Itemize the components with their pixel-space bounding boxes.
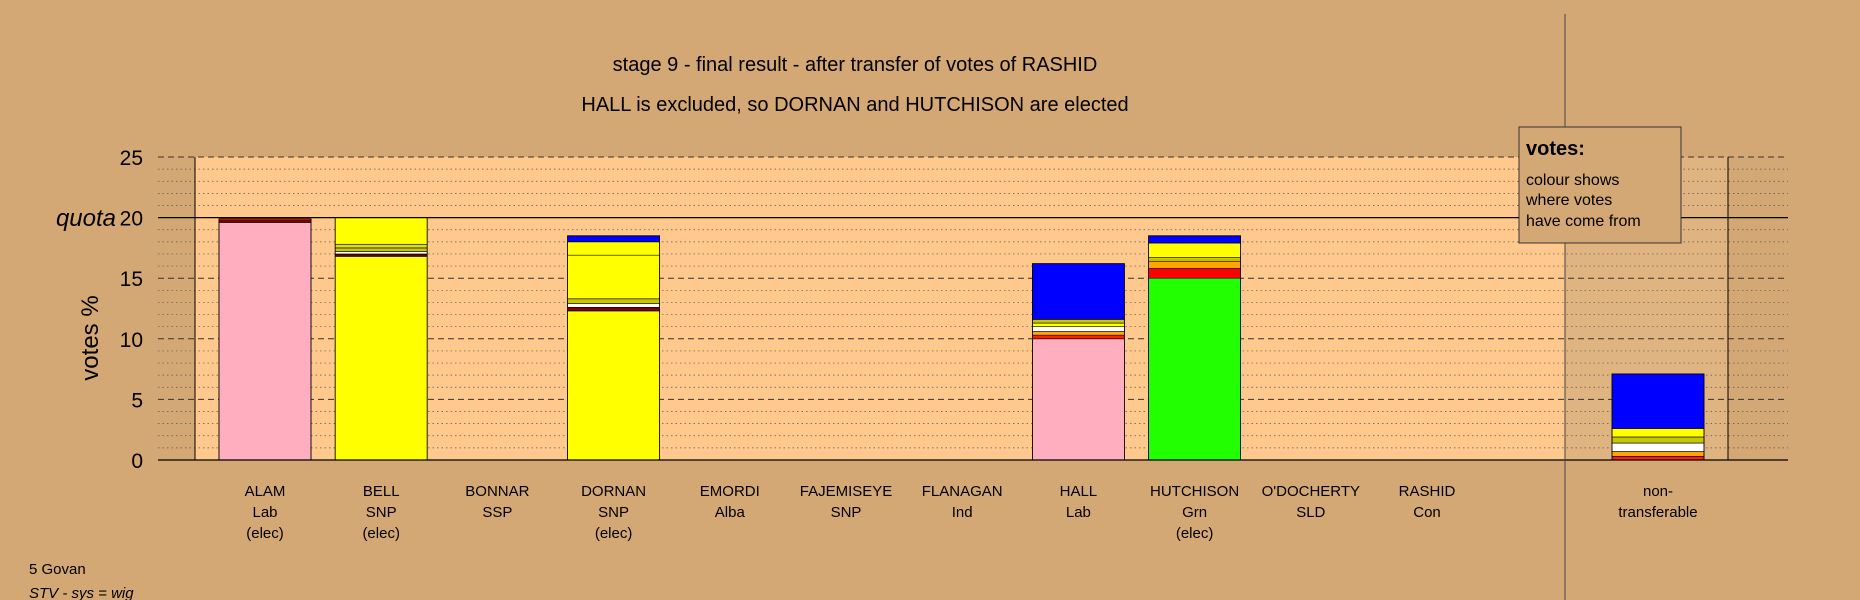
legend-box: [1518, 126, 1682, 244]
bar-bell-segment-1: [334, 253, 428, 257]
bar-hutchison-segment-0: [1148, 277, 1241, 461]
candidate-name-o-docherty: O'DOCHERTY: [1262, 483, 1360, 500]
legend-line-3: have come from: [1526, 213, 1641, 230]
bar-bell-segment-0: [334, 256, 428, 461]
candidate-party-rashid: Con: [1413, 504, 1441, 521]
candidate-party-o-docherty: SLD: [1296, 504, 1325, 521]
candidate-status-hutchison: (elec): [1176, 525, 1214, 542]
candidate-party-hutchison: Grn: [1182, 504, 1207, 521]
footer-system: STV - sys = wig: [29, 585, 134, 600]
legend: votes: colour shows where votes have com…: [1518, 126, 1682, 244]
bar-alam-segment-0: [218, 222, 312, 461]
bar-nontransferable-segment-1: [1611, 451, 1705, 457]
candidate-status-dornan: (elec): [595, 525, 633, 542]
grid-lines: [158, 156, 1788, 449]
candidate-status-alam: (elec): [246, 525, 284, 542]
bar-bell-segment-4: [334, 243, 428, 249]
nontransferable-label-1: non-: [1643, 483, 1673, 500]
bar-hall-segment-1: [1032, 334, 1125, 340]
legend-title: votes:: [1526, 138, 1585, 160]
candidate-name-bell: BELL: [363, 483, 400, 500]
candidate-party-fajemiseye: SNP: [831, 504, 862, 521]
axes-group: ALAM Lab (elec) BELL SNP (elec) BONNAR SSP DORNA…: [120, 14, 1788, 600]
legend-line-1: colour shows: [1526, 172, 1619, 189]
bar-hutchison-segment-2: [1148, 260, 1241, 269]
bars-group: [218, 217, 1705, 461]
y-tick-label: 25: [120, 147, 143, 170]
bar-dornan-segment-4: [567, 254, 660, 300]
bar-hutchison-segment-4: [1148, 242, 1241, 258]
bar-hall-segment-5: [1032, 319, 1125, 324]
bar-hutchison-segment-1: [1148, 268, 1241, 279]
bar-dornan-segment-2: [567, 303, 660, 308]
candidate-name-fajemiseye: FAJEMISEYE: [800, 483, 893, 500]
candidate-party-bell: SNP: [366, 504, 397, 521]
candidate-status-bell: (elec): [362, 525, 400, 542]
bar-dornan-segment-0: [567, 310, 660, 461]
candidate-party-hall: Lab: [1066, 504, 1091, 521]
candidate-party-alam: Lab: [252, 504, 277, 521]
bar-dornan-segment-6: [567, 235, 660, 243]
bar-nontransferable-segment-5: [1611, 373, 1705, 429]
chart-subtitle: HALL is excluded, so DORNAN and HUTCHISO…: [581, 94, 1128, 116]
bar-nontransferable-segment-2: [1611, 442, 1705, 452]
candidate-party-bonnar: SSP: [482, 504, 512, 521]
bar-hutchison-segment-3: [1148, 257, 1241, 262]
chart-title: stage 9 - final result - after transfer …: [613, 54, 1098, 76]
bar-dornan-segment-3: [567, 298, 660, 304]
bar-hall-segment-3: [1032, 326, 1125, 332]
bar-nontransferable-segment-4: [1611, 428, 1705, 438]
bar-hutchison-segment-5: [1148, 235, 1241, 244]
bar-dornan-segment-1: [567, 306, 660, 312]
y-tick-label: 0: [131, 450, 143, 473]
bar-bell-segment-3: [334, 247, 428, 252]
bar-hall-segment-2: [1032, 331, 1125, 336]
nontransferable-label-2: transferable: [1618, 504, 1697, 521]
bar-hall-segment-6: [1032, 263, 1125, 320]
candidate-name-hall: HALL: [1060, 483, 1098, 500]
candidate-name-emordi: EMORDI: [700, 483, 760, 500]
candidate-party-flanagan: Ind: [952, 504, 973, 521]
y-tick-label: 10: [120, 329, 143, 352]
candidate-name-bonnar: BONNAR: [465, 483, 529, 500]
bar-hall-segment-4: [1032, 322, 1125, 327]
candidate-name-rashid: RASHID: [1399, 483, 1456, 500]
bar-hall-segment-0: [1032, 338, 1125, 461]
y-tick-label: 5: [131, 389, 143, 412]
candidate-party-dornan: SNP: [598, 504, 629, 521]
candidate-name-flanagan: FLANAGAN: [922, 483, 1003, 500]
y-tick-label: 15: [120, 268, 143, 291]
candidate-name-hutchison: HUTCHISON: [1150, 483, 1239, 500]
footer-constituency: 5 Govan: [29, 561, 86, 578]
quota-label: quota: [56, 205, 116, 232]
candidate-name-dornan: DORNAN: [581, 483, 646, 500]
y-tick-label: 20: [120, 208, 143, 231]
bar-nontransferable-segment-3: [1611, 436, 1705, 444]
candidate-party-emordi: Alba: [715, 504, 746, 521]
y-axis-label: votes %: [77, 295, 104, 380]
bar-dornan-segment-5: [567, 241, 660, 256]
legend-line-2: where votes: [1525, 192, 1612, 209]
candidate-name-alam: ALAM: [245, 483, 286, 500]
bar-bell-segment-2: [334, 251, 428, 255]
bar-bell-segment-5: [334, 217, 428, 245]
